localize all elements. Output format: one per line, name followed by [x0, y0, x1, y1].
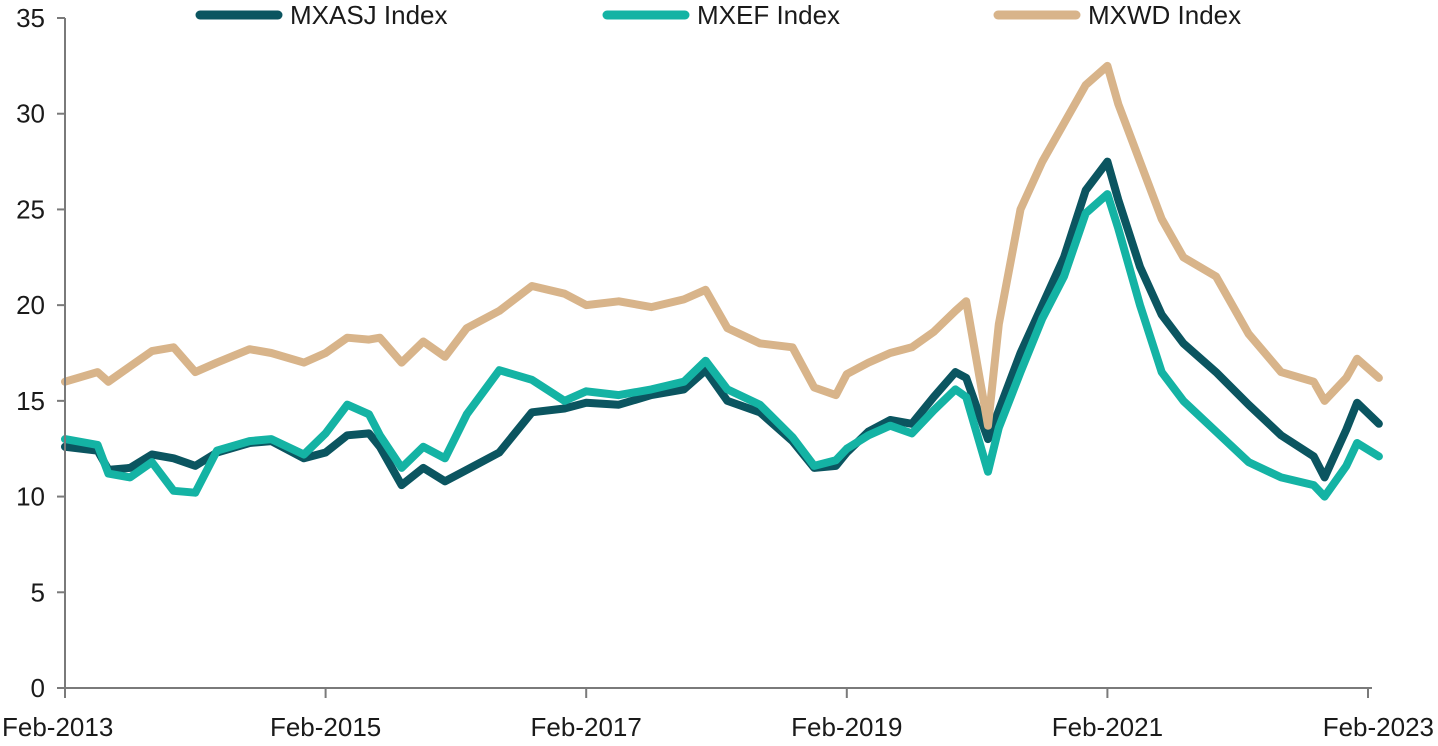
axes: 0 5 10 15 20 25 30 35 Feb-2013 Feb-2015 Feb-2017 Fe…: [2, 3, 1434, 742]
y-tick-label: 35: [16, 3, 45, 33]
y-tick-label: 0: [31, 673, 45, 703]
x-tick-label: Feb-2015: [270, 712, 381, 742]
y-tick-label: 15: [16, 386, 45, 416]
series-line-mxwd: [61, 61, 1383, 430]
legend-label: MXASJ Index: [290, 0, 448, 30]
x-tick-label: Feb-2013: [2, 712, 113, 742]
legend-label: MXWD Index: [1088, 0, 1241, 30]
y-tick-label: 30: [16, 99, 45, 129]
legend-item-mxef: MXEF Index: [602, 0, 840, 30]
x-tick-label: Feb-2019: [791, 712, 902, 742]
series-line-mxef: [61, 190, 1383, 501]
legend-item-mxasj: MXASJ Index: [195, 0, 448, 30]
y-tick-label: 20: [16, 290, 45, 320]
legend: MXASJ Index MXEF Index MXWD Index: [195, 0, 1241, 30]
x-tick-label: Feb-2021: [1052, 712, 1163, 742]
x-tick-label: Feb-2023: [1323, 712, 1434, 742]
y-tick-label: 5: [31, 577, 45, 607]
x-tick-label: Feb-2017: [531, 712, 642, 742]
legend-label: MXEF Index: [697, 0, 840, 30]
series-layer: [61, 61, 1383, 501]
y-tick-label: 10: [16, 482, 45, 512]
legend-item-mxwd: MXWD Index: [993, 0, 1241, 30]
y-tick-label: 25: [16, 194, 45, 224]
